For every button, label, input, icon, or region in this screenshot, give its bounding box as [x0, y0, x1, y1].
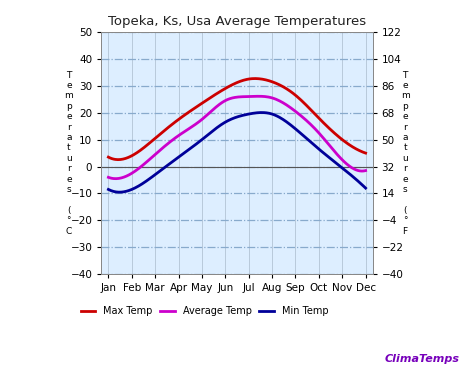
Text: ClimaTemps: ClimaTemps	[385, 354, 460, 364]
Title: Topeka, Ks, Usa Average Temperatures: Topeka, Ks, Usa Average Temperatures	[108, 15, 366, 28]
Y-axis label: T
e
m
p
e
r
a
t
u
r
e
s

(
°
F: T e m p e r a t u r e s ( ° F	[401, 70, 410, 236]
Legend: Max Temp, Average Temp, Min Temp: Max Temp, Average Temp, Min Temp	[77, 303, 332, 320]
Y-axis label: T
e
m
p
e
r
a
t
u
r
e
s

(
°
C: T e m p e r a t u r e s ( ° C	[64, 70, 73, 236]
